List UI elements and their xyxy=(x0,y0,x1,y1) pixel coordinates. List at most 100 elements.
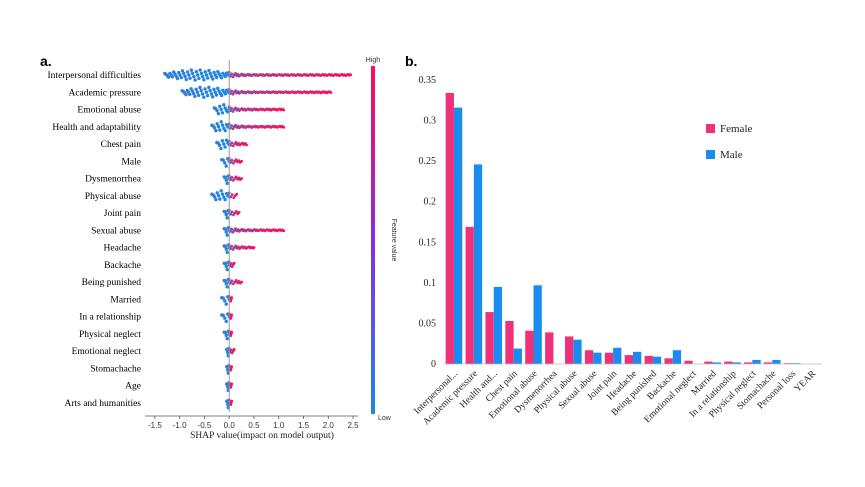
shap-point xyxy=(225,181,229,186)
y-tick-label: 0.35 xyxy=(419,75,437,86)
shap-point xyxy=(218,104,222,109)
shap-point xyxy=(230,89,234,93)
bar-female xyxy=(783,363,793,364)
shap-point xyxy=(245,143,248,147)
shap-point xyxy=(230,245,234,248)
shap-point xyxy=(223,316,227,320)
shap-point xyxy=(209,74,214,79)
shap-point xyxy=(225,267,229,272)
shap-point xyxy=(205,93,210,98)
shap-point xyxy=(229,281,232,285)
shap-point xyxy=(195,90,200,94)
shap-point xyxy=(194,87,198,92)
shap-point xyxy=(207,85,211,90)
shap-point xyxy=(230,158,234,162)
feature-label: In a relationship xyxy=(79,313,141,323)
bar-male xyxy=(573,339,582,364)
feature-label: Physical abuse xyxy=(85,192,141,202)
shap-point xyxy=(219,107,223,112)
shap-point xyxy=(218,197,222,201)
shap-point xyxy=(220,123,225,127)
bar-male xyxy=(473,164,483,364)
shap-point xyxy=(222,103,226,107)
x-tick-label: -1.0 xyxy=(173,421,187,430)
shap-point xyxy=(230,313,234,317)
feature-label: Chest pain xyxy=(101,140,142,150)
bar-male xyxy=(712,362,721,364)
bar-female xyxy=(525,330,534,364)
x-axis-label: SHAP value(impact on model output) xyxy=(190,430,334,441)
bar-chart-panel: b. 00.050.10.150.20.250.30.35 Interperso… xyxy=(405,53,822,427)
bar-female xyxy=(704,361,713,364)
feature-label: Backache xyxy=(104,261,141,271)
colorbar-high-label: High xyxy=(366,57,381,64)
y-tick-label: 0.3 xyxy=(424,116,437,127)
shap-point xyxy=(204,73,209,77)
shap-point xyxy=(223,106,227,110)
feature-row-dots xyxy=(222,226,286,237)
bar-female xyxy=(724,361,733,364)
bar-female xyxy=(604,352,614,364)
shap-point xyxy=(234,279,238,282)
shap-point xyxy=(252,246,256,249)
shap-point xyxy=(189,68,194,72)
shap-point xyxy=(191,91,196,96)
shap-point xyxy=(184,77,188,82)
shap-point xyxy=(229,74,232,78)
shap-point xyxy=(223,299,227,303)
shap-point xyxy=(234,89,237,93)
shap-point xyxy=(223,175,227,180)
shap-point xyxy=(193,94,197,99)
shap-point xyxy=(234,175,238,179)
shap-point xyxy=(282,229,286,233)
shap-point xyxy=(230,365,234,369)
bar-male xyxy=(513,348,522,364)
shap-point xyxy=(214,197,218,202)
legend: Female Male xyxy=(706,123,752,161)
shap-point xyxy=(220,192,225,196)
x-category-label: YEAR xyxy=(793,369,819,395)
bar-female xyxy=(445,92,454,365)
y-tick-label: 0.05 xyxy=(419,318,437,329)
shap-point xyxy=(188,92,192,97)
shap-point xyxy=(220,111,225,115)
shap-point xyxy=(234,141,238,144)
shap-point xyxy=(216,125,221,129)
bar-female xyxy=(644,355,653,364)
feature-row-dots xyxy=(225,346,236,358)
shap-point xyxy=(234,210,238,213)
shap-point xyxy=(234,72,237,75)
shap-point xyxy=(229,109,232,113)
shap-point xyxy=(329,91,333,94)
colorbar-title: Feature value xyxy=(390,219,397,262)
feature-label: Joint pain xyxy=(104,209,141,219)
bar-male xyxy=(533,285,542,364)
shap-point xyxy=(215,108,219,113)
shap-point xyxy=(194,69,199,74)
shap-point xyxy=(187,73,191,77)
colorbar-low-label: Low xyxy=(378,415,392,422)
feature-label: Married xyxy=(110,295,141,305)
bar-male xyxy=(613,347,622,364)
feature-row-dots xyxy=(222,174,243,186)
y-tick-label: 0.25 xyxy=(419,156,437,167)
shap-point xyxy=(184,92,188,97)
legend-swatch-female xyxy=(706,124,715,133)
shap-point xyxy=(234,123,237,127)
shap-point xyxy=(223,145,227,149)
shap-point xyxy=(225,250,229,255)
feature-row-dots xyxy=(163,68,352,82)
feature-row-dots xyxy=(180,85,333,99)
shap-point xyxy=(212,195,217,199)
shap-point xyxy=(203,87,207,91)
x-tick-label: 2.5 xyxy=(347,421,359,430)
shap-point xyxy=(240,280,243,284)
bar-female xyxy=(664,358,673,364)
shap-point xyxy=(178,73,182,77)
shap-point xyxy=(230,193,234,197)
shap-point xyxy=(206,76,210,80)
bar-male xyxy=(772,359,781,364)
shap-point xyxy=(219,76,224,80)
shap-point xyxy=(231,179,235,182)
